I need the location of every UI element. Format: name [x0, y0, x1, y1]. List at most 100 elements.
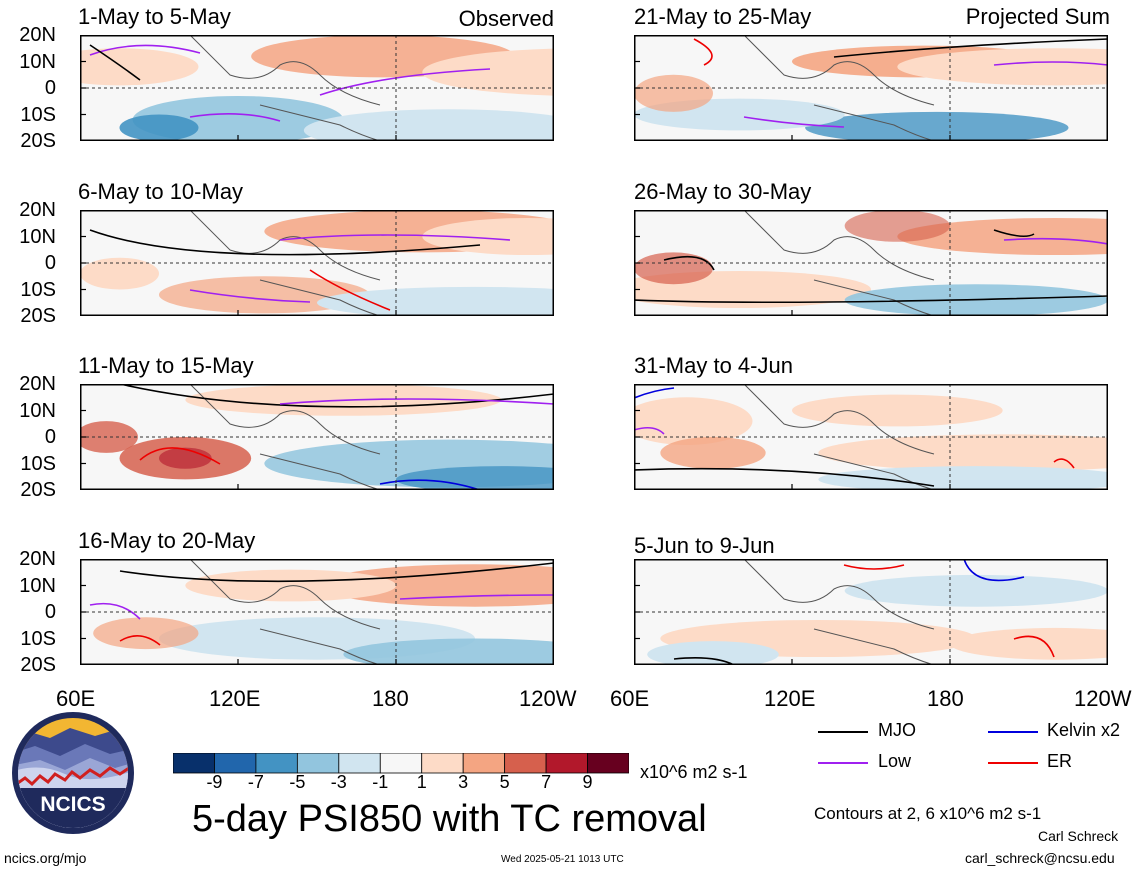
coastline: [813, 628, 935, 665]
anomaly-blob: [634, 252, 713, 285]
x-tick-120e-right: 120E: [764, 686, 816, 711]
contour-line: [634, 467, 935, 487]
x-tick-180-right: 180: [927, 686, 964, 711]
y-tick-label: 0: [44, 77, 56, 99]
contour-line: [634, 426, 665, 435]
contour-line: [833, 38, 1108, 58]
colorbar-swatch: [173, 753, 215, 774]
units-label: x10^6 m2 s-1: [640, 762, 748, 782]
legend-low: Low: [878, 751, 912, 771]
contour-line: [89, 602, 141, 620]
y-tick-label: 20N: [19, 373, 56, 395]
coastline: [743, 384, 935, 455]
author: Carl Schreck: [1038, 828, 1119, 844]
contour-line: [1053, 458, 1075, 469]
contour-line: [319, 68, 491, 96]
anomaly-blob: [950, 627, 1108, 660]
y-tick-label: 20N: [19, 548, 56, 570]
panel-title-1: 1-May to 5-May: [78, 4, 231, 29]
email: carl_schreck@ncsu.edu: [965, 850, 1115, 866]
x-tick-120w-left: 120W: [519, 686, 577, 711]
anomaly-blob: [422, 217, 554, 256]
coastline: [813, 279, 935, 316]
anomaly-blob: [660, 437, 766, 469]
contour-line: [89, 229, 481, 256]
colorbar-label: 3: [458, 772, 469, 792]
colorbar-swatch: [296, 753, 340, 774]
anomaly-blob: [818, 466, 1108, 490]
contour-line: [743, 116, 845, 128]
coastline: [813, 104, 935, 141]
anomaly-blob: [396, 466, 554, 490]
map-panel-8: [634, 559, 1108, 665]
colorbar-swatch: [545, 753, 588, 774]
panel-title-5: 21-May to 25-May: [634, 4, 812, 29]
anomaly-blob: [159, 447, 212, 469]
anomaly-blob: [897, 48, 1108, 86]
contour-line: [309, 269, 391, 311]
anomaly-blob: [634, 74, 713, 112]
coastline: [813, 453, 935, 490]
colorbar-swatch: [255, 753, 298, 774]
y-tick-label: 0: [44, 252, 56, 274]
url: ncics.org/mjo: [4, 850, 87, 866]
coastline: [259, 279, 381, 316]
x-tick-120w-right: 120W: [1074, 686, 1132, 711]
anomaly-blob: [422, 48, 554, 96]
y-tick-label: 10N: [19, 225, 56, 248]
panel-title-4: 16-May to 20-May: [78, 528, 256, 553]
colorbar-label: 1: [416, 772, 427, 792]
x-tick-120e-left: 120E: [209, 686, 261, 711]
contour-line: [1003, 237, 1108, 245]
panel-title-7: 31-May to 4-Jun: [634, 353, 793, 378]
y-tick-label: 20N: [19, 199, 56, 221]
x-tick-60e-left: 60E: [56, 686, 96, 711]
map-panel-5: [634, 35, 1108, 141]
ncics-logo: NCICS: [12, 712, 134, 834]
anomaly-blob: [317, 286, 554, 316]
colorbar-swatch: [338, 753, 381, 774]
y-tick-label: 0: [44, 601, 56, 623]
map-panel-1: [80, 35, 554, 141]
legend-er: ER: [1047, 751, 1073, 771]
anomaly-blob: [80, 421, 138, 453]
coastline: [743, 559, 935, 630]
y-tick-label: 20S: [20, 130, 56, 152]
coastline: [189, 384, 381, 455]
coastline: [259, 104, 381, 141]
colorbar-swatch: [379, 753, 423, 774]
coastline: [743, 35, 935, 106]
legend-kelvin: Kelvin x2: [1047, 720, 1121, 740]
colorbar-label: -3: [330, 772, 347, 792]
contour-line: [139, 447, 221, 465]
colorbar-swatch: [504, 753, 547, 774]
anomaly-blob: [119, 114, 199, 141]
map-panel-7: [634, 384, 1108, 490]
colorbar-swatch: [421, 753, 464, 774]
legend-mjo: MJO: [878, 720, 916, 740]
contour-line: [399, 594, 554, 600]
anomaly-blob: [897, 217, 1108, 256]
colorbar-swatch: [214, 753, 257, 774]
contour-line: [634, 387, 675, 399]
colorbar-label: -5: [289, 772, 306, 792]
column-label-observed: Observed: [458, 6, 554, 31]
map-panel-3: [80, 384, 554, 490]
anomaly-blob: [303, 109, 554, 141]
contour-line: [843, 564, 905, 570]
colorbar-label: 7: [541, 772, 552, 792]
panel-title-8: 5-Jun to 9-Jun: [634, 533, 775, 558]
colorbar: [173, 753, 629, 774]
colorbar-label: -9: [206, 772, 223, 792]
contour-line: [89, 44, 141, 81]
y-tick-label: 10S: [20, 452, 56, 475]
contour-line: [189, 113, 281, 122]
map-panel-2: [80, 210, 554, 316]
colorbar-swatch: [587, 753, 629, 774]
contour-line: [673, 657, 735, 665]
contour-line: [279, 398, 554, 405]
anomaly-blob: [159, 276, 370, 314]
y-tick-label: 10N: [19, 399, 56, 422]
coastline: [743, 210, 935, 281]
colorbar-label: -1: [372, 772, 389, 792]
